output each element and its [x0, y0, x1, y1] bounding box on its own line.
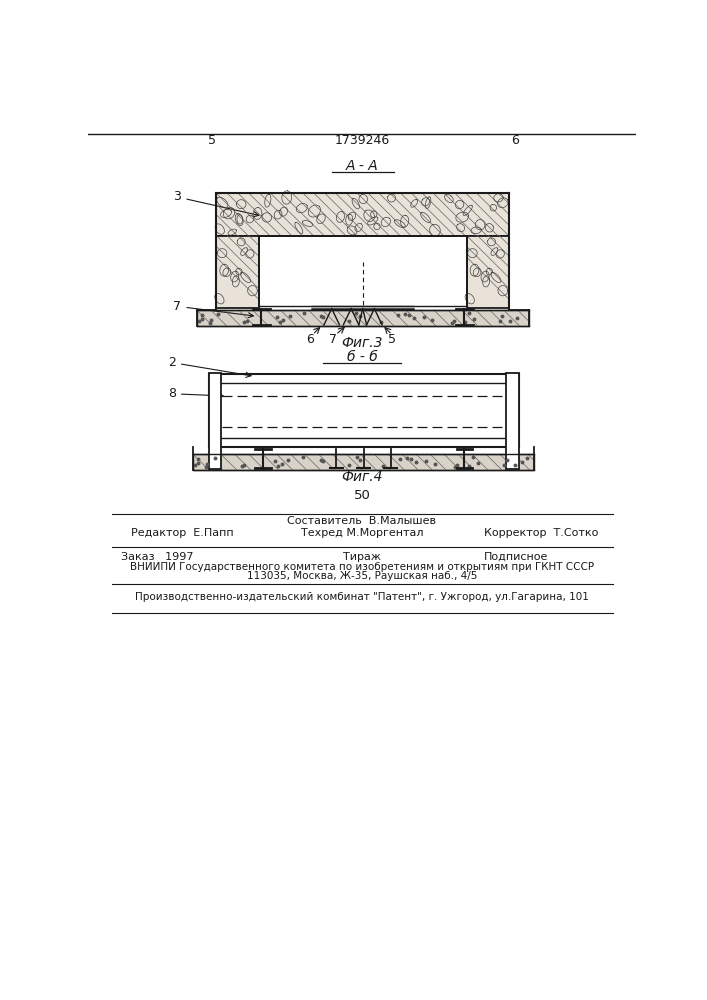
Bar	[216, 235, 259, 308]
Bar	[467, 235, 509, 308]
Text: Тираж: Тираж	[343, 552, 381, 562]
Bar	[197, 310, 529, 326]
Text: ВНИИПИ Государственного комитета по изобретениям и открытиям при ГКНТ СССР: ВНИИПИ Государственного комитета по изоб…	[130, 562, 594, 572]
Text: Фиг.3: Фиг.3	[341, 336, 382, 350]
Text: Редактор  Е.Папп: Редактор Е.Папп	[131, 528, 233, 538]
Bar	[216, 193, 509, 235]
Text: б - б: б - б	[346, 350, 378, 364]
Text: 5: 5	[209, 134, 216, 147]
Text: Производственно-издательский комбинат "Патент", г. Ужгород, ул.Гагарина, 101: Производственно-издательский комбинат "П…	[135, 592, 589, 602]
Bar	[259, 235, 467, 306]
Text: 1739246: 1739246	[334, 134, 390, 147]
Text: Составитель  В.Малышев: Составитель В.Малышев	[288, 516, 436, 526]
Text: 113035, Москва, Ж-35, Раушская наб., 4/5: 113035, Москва, Ж-35, Раушская наб., 4/5	[247, 571, 477, 581]
Text: 7: 7	[173, 300, 253, 318]
Bar	[506, 373, 518, 469]
Bar	[193, 454, 534, 470]
Text: Корректор  Т.Сотко: Корректор Т.Сотко	[484, 528, 598, 538]
Text: 3: 3	[173, 190, 259, 217]
Text: Фиг.4: Фиг.4	[341, 470, 382, 484]
Bar	[209, 373, 221, 469]
Text: Заказ   1997: Заказ 1997	[121, 552, 194, 562]
Text: Техред М.Моргентал: Техред М.Моргентал	[300, 528, 423, 538]
Text: 2: 2	[168, 356, 251, 377]
Text: 7: 7	[329, 333, 337, 346]
Text: Подписное: Подписное	[484, 552, 548, 562]
Text: 6: 6	[306, 333, 314, 346]
Text: 8: 8	[168, 387, 223, 400]
Text: 6: 6	[510, 134, 518, 147]
Text: 5: 5	[388, 333, 396, 346]
Text: 50: 50	[354, 489, 370, 502]
Text: А - А: А - А	[346, 159, 378, 173]
